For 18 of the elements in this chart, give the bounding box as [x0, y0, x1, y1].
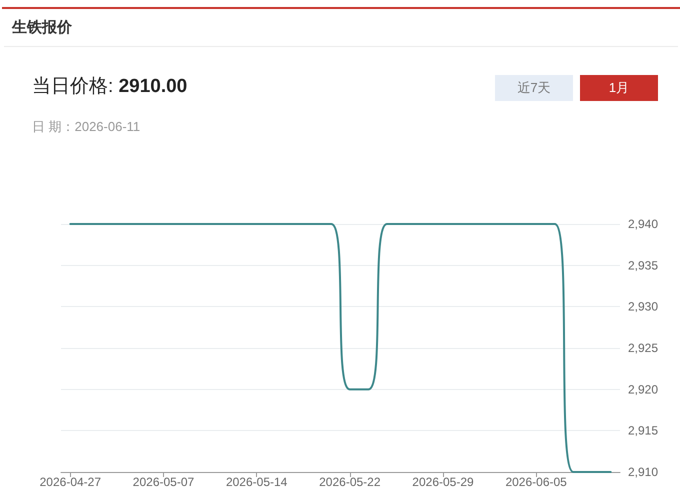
y-tick-label: 2,930	[628, 300, 658, 314]
y-tick-label: 2,920	[628, 382, 658, 396]
y-tick-label: 2,915	[628, 424, 658, 438]
x-tick-label: 2026-06-05	[505, 475, 568, 489]
y-tick-label: 2,925	[628, 341, 658, 355]
x-tick-label: 2026-05-14	[226, 475, 288, 489]
chart-title: 生铁报价	[12, 19, 72, 37]
y-tick-label: 2,935	[628, 258, 658, 272]
x-tick-label: 2026-05-07	[132, 475, 194, 489]
tab-button: 1月	[580, 75, 658, 101]
y-tick-label: 2,910	[628, 465, 658, 479]
y-tick-label: 2,940	[628, 217, 658, 231]
text: 日 期：2026-06-11	[32, 119, 140, 135]
x-tick-label: 2026-05-22	[319, 475, 381, 489]
tab-button: 近7天	[495, 75, 573, 101]
chart-subtitle: 当日价格: 2910.00	[32, 76, 188, 97]
x-tick-label: 2026-05-29	[412, 475, 474, 489]
x-tick-label: 2026-04-27	[40, 475, 102, 489]
